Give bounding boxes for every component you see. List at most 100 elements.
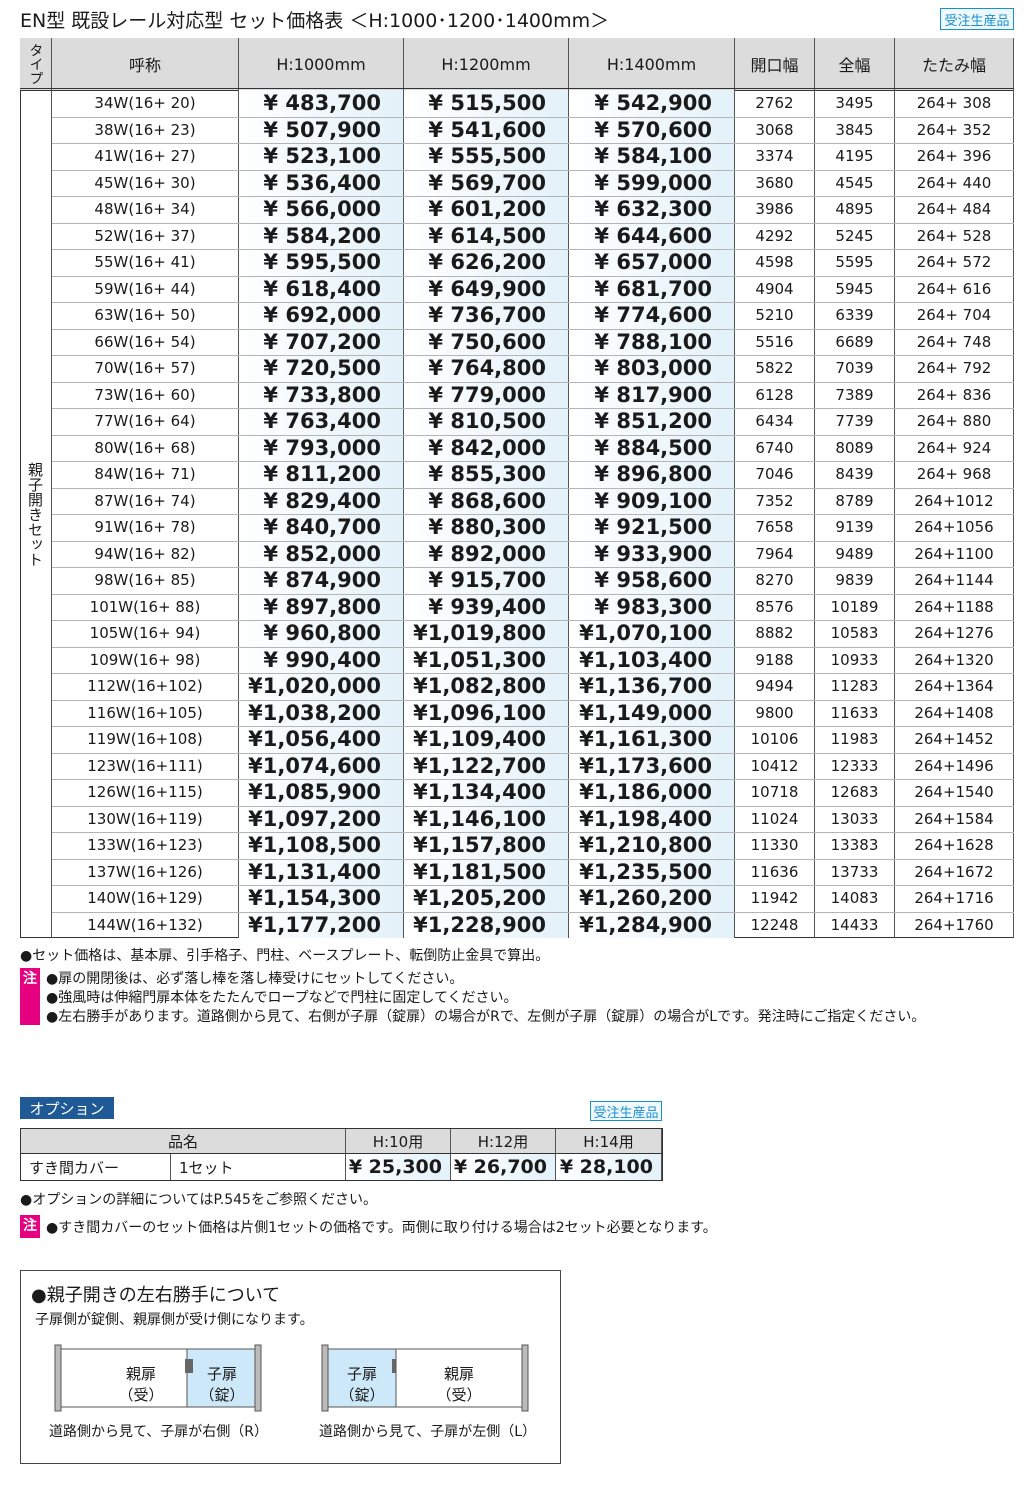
caution-label: 注 xyxy=(20,968,40,1025)
price: ¥ 536,400 xyxy=(239,169,404,196)
row-line xyxy=(52,249,1014,250)
price: ¥1,210,800 xyxy=(569,832,735,859)
size: 11942 xyxy=(735,885,815,912)
price: ¥ 570,600 xyxy=(569,116,735,143)
price: ¥1,205,200 xyxy=(404,885,569,912)
price: ¥1,056,400 xyxy=(239,726,404,753)
row-name: 144W(16+132) xyxy=(52,911,239,938)
size: 3495 xyxy=(815,90,895,117)
price: ¥ 764,800 xyxy=(404,355,569,382)
price: ¥1,260,200 xyxy=(569,885,735,912)
price: ¥1,074,600 xyxy=(239,752,404,779)
size: 5945 xyxy=(815,275,895,302)
size: 264+1672 xyxy=(895,858,1014,885)
size: 6339 xyxy=(815,302,895,329)
caution-note: ●すき間カバーのセット価格は片側1セットの価格です。両側に取り付ける場合は2セッ… xyxy=(46,1220,717,1236)
diagram-l xyxy=(321,1344,529,1412)
size: 264+ 396 xyxy=(895,143,1014,170)
column-header: 全幅 xyxy=(815,38,895,90)
row-line xyxy=(52,143,1014,144)
option-title: オプション xyxy=(20,1097,114,1119)
price: ¥1,051,300 xyxy=(404,646,569,673)
row-name: 109W(16+ 98) xyxy=(52,646,239,673)
size: 10583 xyxy=(815,620,895,647)
size: 8439 xyxy=(815,461,895,488)
label: （受） xyxy=(118,1386,164,1404)
size: 264+ 792 xyxy=(895,355,1014,382)
price: ¥1,161,300 xyxy=(569,726,735,753)
size: 264+ 748 xyxy=(895,328,1014,355)
size: 264+ 968 xyxy=(895,461,1014,488)
size: 9188 xyxy=(735,646,815,673)
price: ¥ 880,300 xyxy=(404,514,569,541)
parent-door: 親扉 （受） xyxy=(424,1363,494,1405)
price: ¥ 939,400 xyxy=(404,593,569,620)
row-line xyxy=(52,885,1014,886)
size: 3680 xyxy=(735,169,815,196)
row-line xyxy=(52,355,1014,356)
column-header: 呼称 xyxy=(52,38,239,90)
size: 10106 xyxy=(735,726,815,753)
price: ¥ 921,500 xyxy=(569,514,735,541)
price: ¥1,146,100 xyxy=(404,805,569,832)
price: ¥ 750,600 xyxy=(404,328,569,355)
price: ¥ 649,900 xyxy=(404,275,569,302)
row-name: 55W(16+ 41) xyxy=(52,249,239,276)
price: ¥ 842,000 xyxy=(404,434,569,461)
column-header: 品名 xyxy=(21,1129,346,1154)
size: 264+1496 xyxy=(895,752,1014,779)
row-name: 94W(16+ 82) xyxy=(52,540,239,567)
size: 10412 xyxy=(735,752,815,779)
row-line xyxy=(52,673,1014,674)
column-header: H:1400mm xyxy=(569,38,735,90)
row-name: 34W(16+ 20) xyxy=(52,90,239,117)
price: ¥1,020,000 xyxy=(239,673,404,700)
row-name: 63W(16+ 50) xyxy=(52,302,239,329)
badge: 受注生産品 xyxy=(940,8,1014,30)
hand-text: 子扉側が錠側、親扉側が受け側になります。 xyxy=(35,1312,314,1328)
size: 264+1452 xyxy=(895,726,1014,753)
price: ¥1,228,900 xyxy=(404,911,569,938)
size: 5516 xyxy=(735,328,815,355)
size: 13383 xyxy=(815,832,895,859)
row-line xyxy=(52,699,1014,701)
caution-label-text: 注 xyxy=(23,1218,37,1234)
size: 9139 xyxy=(815,514,895,541)
size: 11983 xyxy=(815,726,895,753)
size: 264+1276 xyxy=(895,620,1014,647)
size: 264+1760 xyxy=(895,911,1014,938)
price-table: タイプ 呼称 H:1000mm H:1200mm H:1400mm 開口幅 全幅 たたみ幅 親子… xyxy=(20,38,1014,938)
size: 12248 xyxy=(735,911,815,938)
size: 264+1100 xyxy=(895,540,1014,567)
price: ¥ 733,800 xyxy=(239,381,404,408)
size: 8882 xyxy=(735,620,815,647)
price: ¥ 566,000 xyxy=(239,196,404,223)
size: 264+ 308 xyxy=(895,90,1014,117)
price: ¥ 483,700 xyxy=(239,90,404,117)
price: ¥ 874,900 xyxy=(239,567,404,594)
row-name: 133W(16+123) xyxy=(52,832,239,859)
row-line xyxy=(52,779,1014,780)
price: ¥1,070,100 xyxy=(569,620,735,647)
price: ¥1,235,500 xyxy=(569,858,735,885)
size: 11330 xyxy=(735,832,815,859)
row-name: 101W(16+ 88) xyxy=(52,593,239,620)
size: 7352 xyxy=(735,487,815,514)
size: 264+ 880 xyxy=(895,408,1014,435)
row-line xyxy=(52,461,1014,462)
row-line xyxy=(52,726,1014,727)
label: 子扉 xyxy=(346,1365,377,1383)
price: ¥ 595,500 xyxy=(239,249,404,276)
price: ¥1,154,300 xyxy=(239,885,404,912)
size: 8789 xyxy=(815,487,895,514)
row-line xyxy=(52,222,1014,224)
row-name: 52W(16+ 37) xyxy=(52,222,239,249)
size: 12683 xyxy=(815,779,895,806)
price: ¥ 960,800 xyxy=(239,620,404,647)
price: ¥ 779,000 xyxy=(404,381,569,408)
price: ¥1,157,800 xyxy=(404,832,569,859)
hand-title: ●親子開きの左右勝手について xyxy=(31,1285,281,1306)
price: ¥ 933,900 xyxy=(569,540,735,567)
size: 264+1408 xyxy=(895,699,1014,726)
